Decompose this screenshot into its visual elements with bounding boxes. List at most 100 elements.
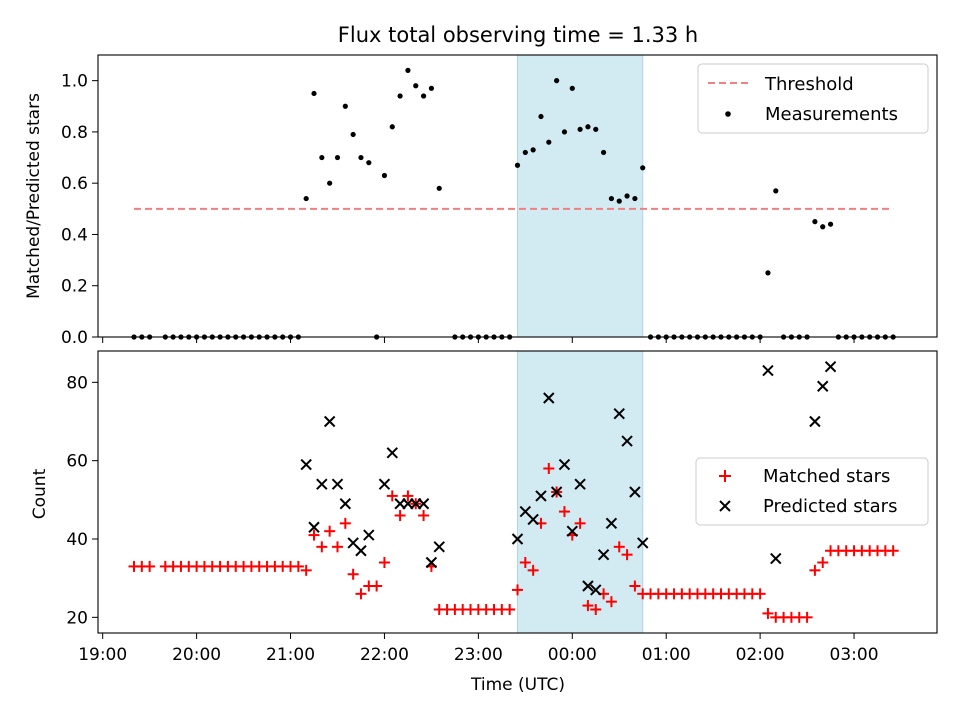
xtick-label-8: 03:00 xyxy=(830,645,879,665)
predicted-point-25 xyxy=(574,478,586,490)
measurement-point-38 xyxy=(436,185,442,191)
measurement-point-86 xyxy=(820,224,826,230)
legend-predicted-swatch xyxy=(719,500,731,512)
legend-matched-swatch xyxy=(719,470,731,482)
measurement-point-28 xyxy=(358,154,364,161)
xtick-label-2: 21:00 xyxy=(266,645,315,665)
matched-point-54 xyxy=(558,506,570,518)
bottom-y-ticks: 20 40 60 80 xyxy=(66,373,98,628)
matched-point-56 xyxy=(574,517,586,529)
legend-measurements-swatch xyxy=(725,111,731,117)
predicted-point-26 xyxy=(582,580,594,592)
matched-point-20 xyxy=(292,560,304,572)
measurement-point-57 xyxy=(593,126,599,132)
predicted-point-0 xyxy=(300,458,312,471)
matched-point-28 xyxy=(355,588,367,600)
measurement-point-56 xyxy=(585,124,591,130)
top-ytick-label-4: 0.8 xyxy=(61,123,88,143)
predicted-point-36 xyxy=(809,415,821,428)
measurement-point-31 xyxy=(381,172,388,179)
measurement-point-63 xyxy=(640,165,646,171)
measurement-point-79 xyxy=(765,270,771,276)
measurement-point-34 xyxy=(405,67,411,73)
measurement-point-87 xyxy=(827,221,834,227)
matched-point-63 xyxy=(629,580,641,592)
predicted-point-9 xyxy=(378,478,391,490)
measurement-point-47 xyxy=(514,162,521,168)
matched-point-79 xyxy=(754,588,766,600)
predicted-point-16 xyxy=(433,541,445,553)
predicted-point-38 xyxy=(824,360,837,373)
measurement-point-36 xyxy=(420,93,427,99)
matched-point-50 xyxy=(527,564,539,576)
matched-point-87 xyxy=(817,557,829,568)
measurement-point-54 xyxy=(569,85,575,91)
predicted-point-34 xyxy=(762,364,774,377)
top-ytick-label-3: 0.6 xyxy=(61,174,88,194)
top-ytick-label-1: 0.2 xyxy=(61,277,88,297)
matched-point-61 xyxy=(613,541,625,553)
bottom-legend: Matched stars Predicted stars xyxy=(695,457,929,526)
predicted-point-2 xyxy=(316,478,328,490)
top-ytick-label-5: 1.0 xyxy=(61,72,88,92)
predicted-point-28 xyxy=(597,548,610,561)
measurement-point-85 xyxy=(812,219,818,225)
matched-point-60 xyxy=(605,596,617,608)
predicted-point-20 xyxy=(535,490,547,502)
measurement-point-26 xyxy=(342,103,348,109)
bottom-ytick-label-1: 40 xyxy=(66,530,88,550)
matched-point-86 xyxy=(809,564,821,576)
matched-point-49 xyxy=(519,557,531,568)
matched-point-62 xyxy=(621,549,633,561)
predicted-point-27 xyxy=(590,584,602,596)
matched-point-47 xyxy=(504,604,516,615)
predicted-point-21 xyxy=(543,392,555,404)
measurement-point-25 xyxy=(334,154,341,161)
measurement-point-27 xyxy=(350,131,356,138)
measurement-point-48 xyxy=(522,149,528,156)
xtick-label-7: 02:00 xyxy=(736,645,785,665)
top-x-ticks xyxy=(102,337,855,343)
legend-measurements-label: Measurements xyxy=(765,104,898,125)
xtick-label-6: 01:00 xyxy=(642,645,691,665)
measurement-point-53 xyxy=(561,129,568,135)
measurement-point-52 xyxy=(554,78,560,84)
matched-point-96 xyxy=(887,545,899,557)
matched-point-26 xyxy=(339,517,351,529)
predicted-point-15 xyxy=(425,556,438,569)
matched-point-22 xyxy=(308,529,320,541)
predicted-point-19 xyxy=(527,513,539,526)
xtick-label-4: 23:00 xyxy=(454,645,503,665)
measurement-point-21 xyxy=(303,195,309,202)
predicted-point-22 xyxy=(550,486,563,498)
measurement-point-33 xyxy=(397,93,403,99)
legend-predicted-label: Predicted stars xyxy=(763,496,897,517)
x-axis-label: Time (UTC) xyxy=(470,675,565,695)
matched-point-36 xyxy=(418,510,430,521)
measurement-point-61 xyxy=(624,193,630,199)
predicted-point-35 xyxy=(770,552,782,565)
predicted-point-7 xyxy=(355,545,367,557)
bottom-x-ticks: 19:00 20:00 21:00 22:00 23:00 00:00 01:00 02:00… xyxy=(78,633,879,665)
top-y-ticks: 0.0 0.2 0.4 0.6 0.8 1.0 xyxy=(61,72,98,348)
top-y-axis-label: Matched/Predicted stars xyxy=(24,93,44,299)
matched-point-57 xyxy=(582,600,594,612)
measurement-point-55 xyxy=(577,126,583,132)
bottom-plot-frame xyxy=(97,350,938,634)
bottom-ytick-label-0: 20 xyxy=(66,608,88,628)
top-panel: 0.0 0.2 0.4 0.6 0.8 1.0 Flux total observing … xyxy=(24,23,938,348)
matched-point-24 xyxy=(324,525,336,537)
predicted-point-4 xyxy=(331,478,344,490)
matched-point-21 xyxy=(300,564,312,576)
matched-point-85 xyxy=(801,611,813,623)
measurement-point-49 xyxy=(530,147,536,153)
bottom-ytick-label-2: 60 xyxy=(66,452,88,472)
measurement-point-32 xyxy=(389,124,395,130)
predicted-point-32 xyxy=(629,486,641,498)
top-legend-frame xyxy=(697,63,929,134)
measurement-point-80 xyxy=(773,188,779,194)
top-legend: Threshold Measurements xyxy=(697,63,929,134)
predicted-point-5 xyxy=(339,498,352,510)
bottom-predicted-group xyxy=(300,360,837,596)
